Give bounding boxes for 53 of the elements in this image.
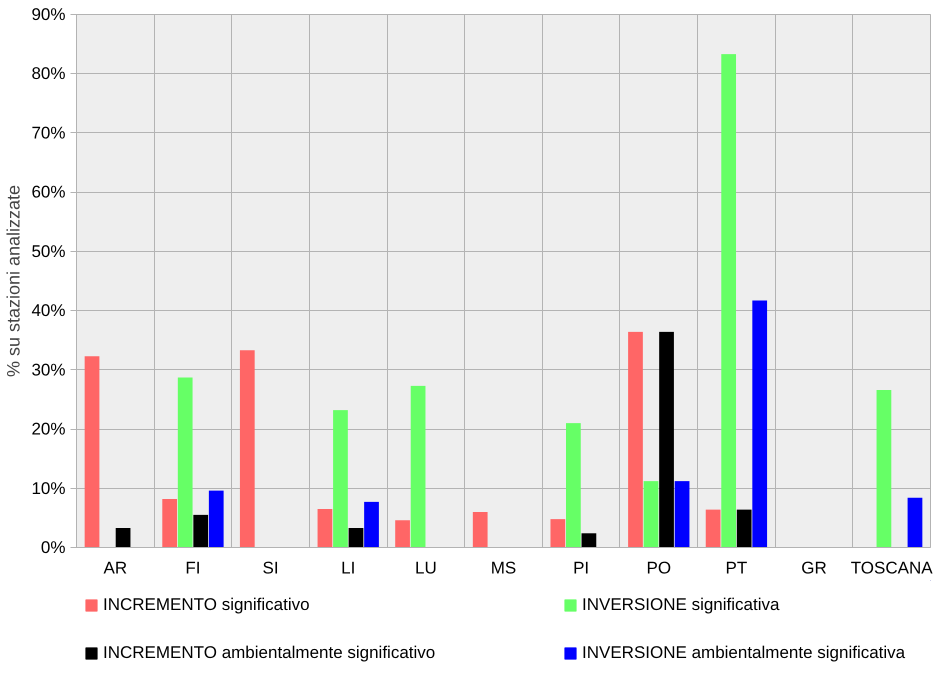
bar	[566, 423, 581, 548]
legend-label: INVERSIONE ambientalmente significativa	[582, 643, 906, 663]
y-tick-label: 10%	[31, 478, 66, 498]
bar	[628, 332, 643, 548]
x-tick-label: LU	[415, 558, 437, 578]
bar	[395, 520, 410, 548]
bar	[318, 509, 332, 548]
bar	[706, 510, 720, 548]
x-tick-label: TOSCANA	[850, 558, 934, 578]
bar	[659, 332, 674, 548]
bar	[193, 514, 208, 548]
y-tick-label: 50%	[31, 242, 66, 261]
bar	[550, 519, 566, 548]
x-tick-label: PT	[726, 558, 748, 578]
y-tick-label: 60%	[31, 182, 66, 202]
bar	[162, 498, 178, 548]
bar	[752, 300, 768, 548]
bar	[333, 410, 348, 548]
bar	[410, 386, 426, 548]
bar	[84, 356, 100, 548]
bar	[908, 498, 922, 548]
bar	[116, 528, 130, 548]
bar	[240, 350, 255, 548]
bar	[364, 502, 379, 548]
y-tick-label: 0%	[40, 538, 66, 557]
x-tick-label: GR	[801, 558, 827, 578]
legend-label: INCREMENTO significativo	[103, 595, 311, 615]
y-tick-label: 80%	[31, 64, 66, 84]
y-tick-label: 70%	[31, 123, 66, 142]
bar	[644, 481, 658, 548]
legend-label: INCREMENTO ambientalmente significativo	[103, 643, 436, 663]
y-tick-label: 40%	[31, 301, 66, 320]
x-tick-label: AR	[104, 558, 128, 578]
x-tick-label: FI	[185, 558, 201, 578]
x-tick-label: SI	[262, 558, 279, 578]
x-tick-label: PO	[646, 558, 672, 578]
bar	[582, 533, 596, 548]
x-tick-label: PI	[573, 558, 590, 578]
x-tick-label: MS	[490, 558, 516, 578]
x-tick-label: LI	[341, 558, 356, 578]
y-tick-label: 90%	[31, 5, 66, 24]
y-tick-label: 20%	[31, 420, 66, 439]
bar	[178, 378, 193, 548]
bar	[674, 481, 690, 548]
bar	[736, 510, 752, 548]
y-tick-label: 30%	[31, 360, 66, 380]
y-axis-title: % su stazioni analizzate	[3, 184, 24, 378]
bar	[721, 54, 736, 548]
bar	[208, 490, 224, 548]
bar	[876, 390, 892, 548]
bar	[472, 512, 488, 548]
legend-label: INVERSIONE significativa	[582, 595, 780, 615]
bar	[348, 528, 364, 548]
